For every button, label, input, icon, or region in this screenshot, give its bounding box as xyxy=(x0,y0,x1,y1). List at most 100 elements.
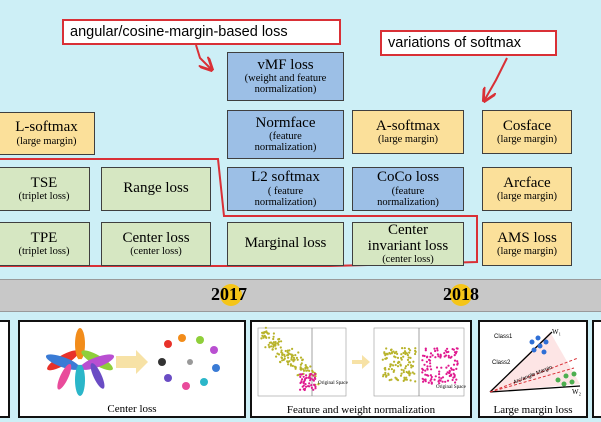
center-loss-arrow xyxy=(116,350,148,374)
scatter-point xyxy=(301,378,304,381)
scatter-point xyxy=(402,355,405,358)
arcface-title: Arcface xyxy=(503,174,551,191)
scatter-point xyxy=(453,354,456,357)
scatter-point xyxy=(270,345,273,348)
center-loss-subtitle: (center loss) xyxy=(130,246,182,258)
scatter-point xyxy=(279,360,282,363)
scatter-point xyxy=(399,363,402,366)
scatter-point xyxy=(450,373,453,376)
scatter-point xyxy=(402,351,405,355)
scatter-point xyxy=(312,374,315,377)
large-margin-caption: Large margin loss xyxy=(493,404,573,416)
scatter-point xyxy=(387,372,390,375)
scatter-point xyxy=(421,377,424,380)
marginal-loss-title: Marginal loss xyxy=(244,235,327,252)
scatter-point xyxy=(406,354,409,357)
vmf-loss-sub1: (weight and feature xyxy=(244,73,327,85)
scatter-point xyxy=(454,381,457,384)
triplet-center-highlight xyxy=(0,158,478,267)
scatter-point xyxy=(384,353,388,356)
scatter-point xyxy=(305,374,308,377)
scatter-point xyxy=(305,385,308,388)
scatter-point xyxy=(289,353,292,356)
range-loss-title: Range loss xyxy=(123,180,189,197)
scatter-point xyxy=(447,364,450,367)
scatter-point xyxy=(448,370,451,373)
scatter-point xyxy=(436,347,439,350)
scatter-point xyxy=(438,379,441,382)
scatter-point xyxy=(286,353,290,357)
scatter-point xyxy=(278,337,281,341)
angular-callout-arrow xyxy=(195,44,212,70)
scatter-point xyxy=(385,347,388,350)
scatter-point xyxy=(314,372,317,376)
scatter-point xyxy=(400,372,403,375)
scatter-point xyxy=(409,379,412,382)
scatter-point xyxy=(294,367,297,370)
scatter-point xyxy=(396,365,400,368)
year-2017-label: 2017 xyxy=(211,284,247,304)
scatter-point xyxy=(311,378,314,381)
scatter-point xyxy=(394,356,397,359)
scatter-point xyxy=(425,360,428,363)
scatter-point xyxy=(384,368,387,371)
scatter-point xyxy=(390,352,393,355)
scatter-point xyxy=(439,353,442,356)
arcface-box: Arcface (large margin) xyxy=(482,167,572,211)
scatter-point xyxy=(272,344,275,347)
scatter-point xyxy=(264,326,267,329)
center-loss-illustration xyxy=(45,328,220,396)
class2-points xyxy=(555,371,577,387)
scatter-point xyxy=(426,368,429,371)
scatter-point xyxy=(291,347,294,350)
scatter-point xyxy=(386,353,389,356)
softmax-callout-arrow xyxy=(484,57,508,101)
softmax-variations-callout: variations of softmax xyxy=(380,30,557,56)
scatter-point xyxy=(437,355,440,358)
angular-margin-callout-text: angular/cosine-margin-based loss xyxy=(70,24,288,40)
scatter-point xyxy=(299,388,302,391)
scatter-point xyxy=(288,349,291,352)
range-loss-box: Range loss xyxy=(101,167,211,211)
scatter-point xyxy=(267,343,270,346)
center-loss-box: Center loss (center loss) xyxy=(101,222,211,266)
scatter-point xyxy=(396,379,400,382)
scatter-point xyxy=(404,367,407,370)
large-margin-illustration: Class1 Class2 W₁ W₂ Arc/angle Margin xyxy=(489,328,582,396)
l2-softmax-title: L2 softmax xyxy=(251,169,320,186)
marginal-loss-box: Marginal loss xyxy=(227,222,344,266)
scatter-point xyxy=(427,381,430,384)
scatter-point xyxy=(434,349,437,353)
scatter-point xyxy=(308,369,311,372)
scatter-point xyxy=(404,351,407,354)
scatter-point xyxy=(268,336,271,339)
scatter-point xyxy=(400,353,403,356)
w1-vector xyxy=(489,331,553,393)
scatter-point xyxy=(310,386,313,389)
scatter-point xyxy=(408,361,412,364)
class1-points xyxy=(529,335,549,355)
scatter-point xyxy=(421,371,424,374)
scatter-point xyxy=(414,349,417,352)
scatter-point xyxy=(439,356,442,359)
scatter-point xyxy=(309,377,312,380)
vmf-loss-sub2: normalization) xyxy=(254,84,317,96)
scatter-point xyxy=(295,356,298,359)
scatter-point xyxy=(407,371,410,375)
scatter-point xyxy=(403,378,407,381)
scatter-point xyxy=(287,363,290,366)
year-2017-marker xyxy=(220,284,242,306)
scatter-point xyxy=(290,356,293,360)
scatter-point xyxy=(414,380,417,383)
scatter-point xyxy=(284,349,287,353)
cosface-subtitle: (large margin) xyxy=(497,134,557,146)
scatter-point xyxy=(443,355,446,358)
scatter-point xyxy=(428,358,431,361)
scatter-point xyxy=(287,356,290,359)
coco-loss-box: CoCo loss (feature normalization) xyxy=(352,167,464,211)
scatter-point xyxy=(393,369,396,372)
scatter-point xyxy=(261,331,264,334)
scatter-point xyxy=(448,374,451,378)
scatter-point xyxy=(381,358,384,361)
scatter-point xyxy=(283,355,286,358)
